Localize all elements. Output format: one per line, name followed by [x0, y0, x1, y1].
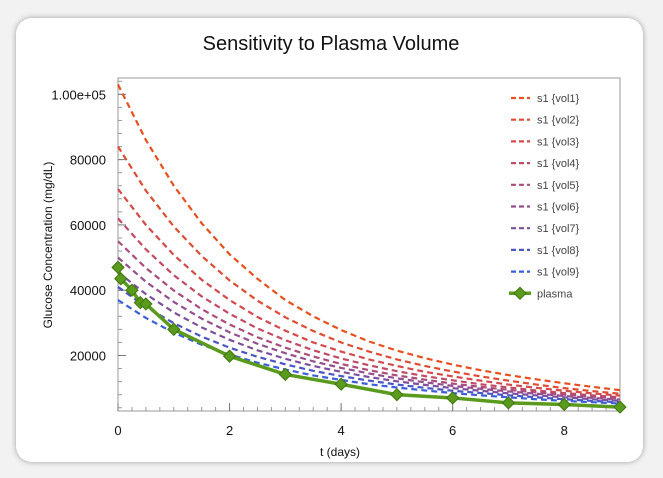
series-line	[117, 217, 621, 399]
data-point	[222, 349, 237, 363]
legend-label: s1 {vol4}	[537, 158, 580, 170]
data-point	[125, 283, 139, 297]
series-layer	[111, 84, 627, 414]
legend-label: s1 {vol7}	[537, 223, 580, 235]
data-point	[114, 272, 128, 286]
y-tick-label: 60000	[70, 218, 106, 233]
x-tick-label: 8	[561, 423, 568, 438]
y-tick-label: 80000	[70, 153, 106, 168]
series-line	[117, 84, 621, 392]
data-point	[390, 387, 404, 402]
data-point	[278, 367, 293, 382]
data-point	[613, 400, 627, 414]
x-tick-label: 0	[114, 423, 121, 438]
legend-label: s1 {vol1}	[537, 93, 580, 105]
x-tick-label: 4	[337, 423, 344, 438]
data-point	[501, 396, 516, 410]
legend-label: s1 {vol8}	[537, 245, 580, 257]
series-line	[117, 286, 621, 404]
x-tick-label: 6	[449, 423, 456, 438]
data-point	[334, 377, 348, 391]
series-line	[117, 256, 621, 401]
y-tick-label: 1.00e+05	[51, 87, 106, 102]
chart-title: Sensitivity to Plasma Volume	[203, 33, 460, 55]
legend-label: s1 {vol5}	[537, 180, 580, 192]
data-point	[111, 260, 125, 275]
legend-label: plasma	[537, 288, 573, 300]
series-line	[117, 188, 621, 397]
data-point	[557, 397, 571, 412]
data-point	[445, 391, 460, 405]
series-line	[117, 240, 621, 400]
series-line	[117, 299, 621, 405]
axis-ticks: 0 2 4 6 8 20000 40000 60000 80000 1.00e+05	[51, 87, 567, 438]
legend-label: s1 {vol6}	[537, 202, 580, 214]
x-tick-label: 2	[226, 423, 233, 438]
series-line	[117, 271, 621, 402]
legend-label: s1 {vol3}	[537, 136, 580, 148]
legend-label: s1 {vol2}	[537, 115, 580, 127]
legend-label: s1 {vol9}	[537, 267, 580, 279]
y-tick-label: 40000	[70, 283, 106, 298]
y-axis-label: Glucose Concentration (mg/dL)	[41, 162, 55, 329]
series-line	[117, 145, 621, 395]
data-point	[167, 322, 181, 337]
y-tick-label: 20000	[70, 349, 106, 364]
data-point	[139, 297, 153, 311]
legend-marker	[513, 286, 527, 301]
x-axis-label: t (days)	[320, 445, 360, 459]
legend: s1 {vol1} s1 {vol2} s1 {vol3} s1 {vol4} s1 {…	[509, 93, 580, 300]
